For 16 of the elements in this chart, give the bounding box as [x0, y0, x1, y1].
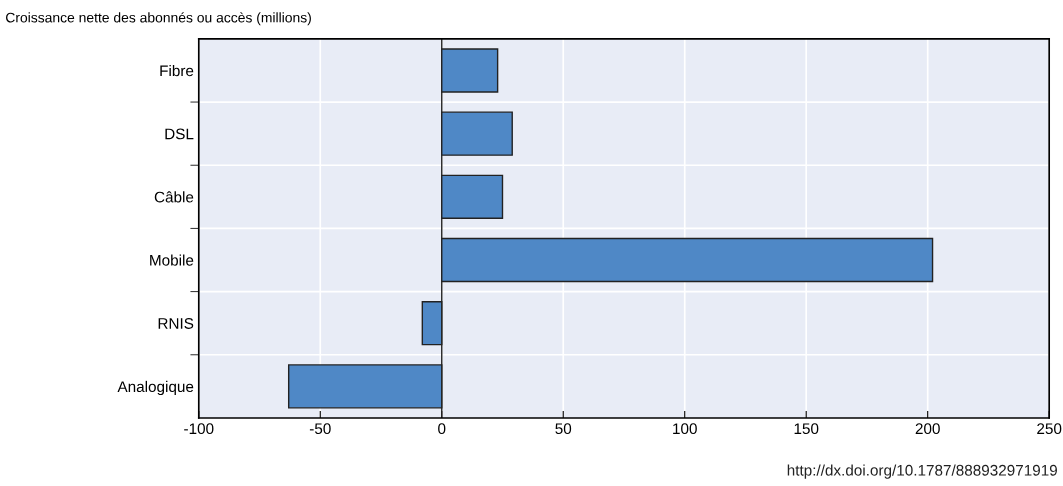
x-tick-label: -100 — [184, 423, 214, 435]
x-tick-label: 200 — [915, 423, 940, 435]
x-tick-label: 100 — [673, 423, 697, 435]
y-tick-label: Mobile — [150, 254, 194, 266]
x-tick-label: 0 — [438, 423, 446, 435]
y-tick-label: Câble — [154, 191, 194, 203]
chart-title: Croissance nette des abonnés ou accès (millions) — [6, 12, 311, 26]
y-tick-label: Analogique — [117, 380, 194, 396]
x-tick-label: -50 — [309, 423, 331, 435]
y-tick-label: RNIS — [158, 318, 194, 329]
x-tick-label: 150 — [794, 423, 819, 435]
x-tick-label: 50 — [555, 423, 572, 435]
x-tick-label: 250 — [1037, 423, 1062, 435]
y-tick-label: Fibre — [160, 64, 194, 77]
y-tick-label: DSL — [165, 128, 194, 140]
text: http://dx.doi.org/10.1787/888932971919 — [787, 464, 1057, 479]
